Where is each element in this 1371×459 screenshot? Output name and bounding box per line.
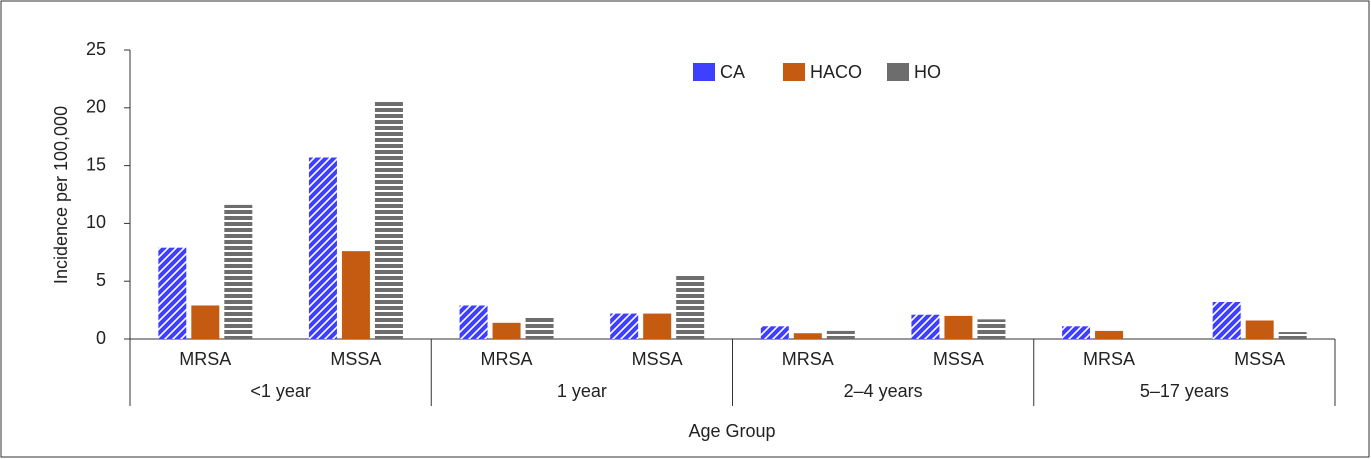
bar [676, 274, 705, 339]
group-label: 1 year [557, 381, 607, 401]
legend-label: CA [720, 62, 745, 82]
bar [643, 313, 672, 339]
bar [374, 102, 403, 340]
y-tick-label: 15 [86, 154, 106, 174]
bar [911, 314, 940, 339]
x-axis-title: Age Group [688, 421, 775, 441]
y-tick-label: 25 [86, 39, 106, 59]
group-label: <1 year [250, 381, 311, 401]
x-tick-label: MSSA [1234, 349, 1285, 369]
bar [224, 204, 253, 339]
x-tick-label: MRSA [481, 349, 533, 369]
bar [977, 319, 1006, 339]
bar [1278, 332, 1307, 339]
bar [826, 330, 855, 339]
legend-label: HACO [810, 62, 862, 82]
bar [525, 317, 554, 339]
bar [1095, 330, 1124, 339]
x-tick-label: MRSA [782, 349, 834, 369]
bar [459, 305, 488, 339]
bar [1245, 320, 1274, 339]
bar [158, 247, 187, 339]
x-tick-label: MSSA [632, 349, 683, 369]
group-label: 5–17 years [1140, 381, 1229, 401]
x-tick-label: MRSA [179, 349, 231, 369]
bar [793, 333, 822, 339]
bar [308, 157, 337, 339]
bar [191, 305, 220, 339]
bar [760, 326, 789, 339]
x-tick-label: MSSA [933, 349, 984, 369]
bar [944, 315, 973, 339]
legend-swatch [887, 63, 909, 81]
y-tick-label: 0 [96, 328, 106, 348]
y-tick-label: 10 [86, 212, 106, 232]
bar [341, 251, 370, 339]
legend-label: HO [914, 62, 941, 82]
y-axis-title: Incidence per 100,000 [51, 106, 71, 284]
bar [1212, 302, 1241, 339]
y-tick-label: 20 [86, 97, 106, 117]
bar [610, 313, 639, 339]
legend-swatch [693, 63, 715, 81]
bar [492, 322, 521, 339]
x-tick-label: MRSA [1083, 349, 1135, 369]
x-tick-label: MSSA [330, 349, 381, 369]
legend-swatch [783, 63, 805, 81]
y-tick-label: 5 [96, 270, 106, 290]
bar [1062, 326, 1091, 339]
group-label: 2–4 years [844, 381, 923, 401]
